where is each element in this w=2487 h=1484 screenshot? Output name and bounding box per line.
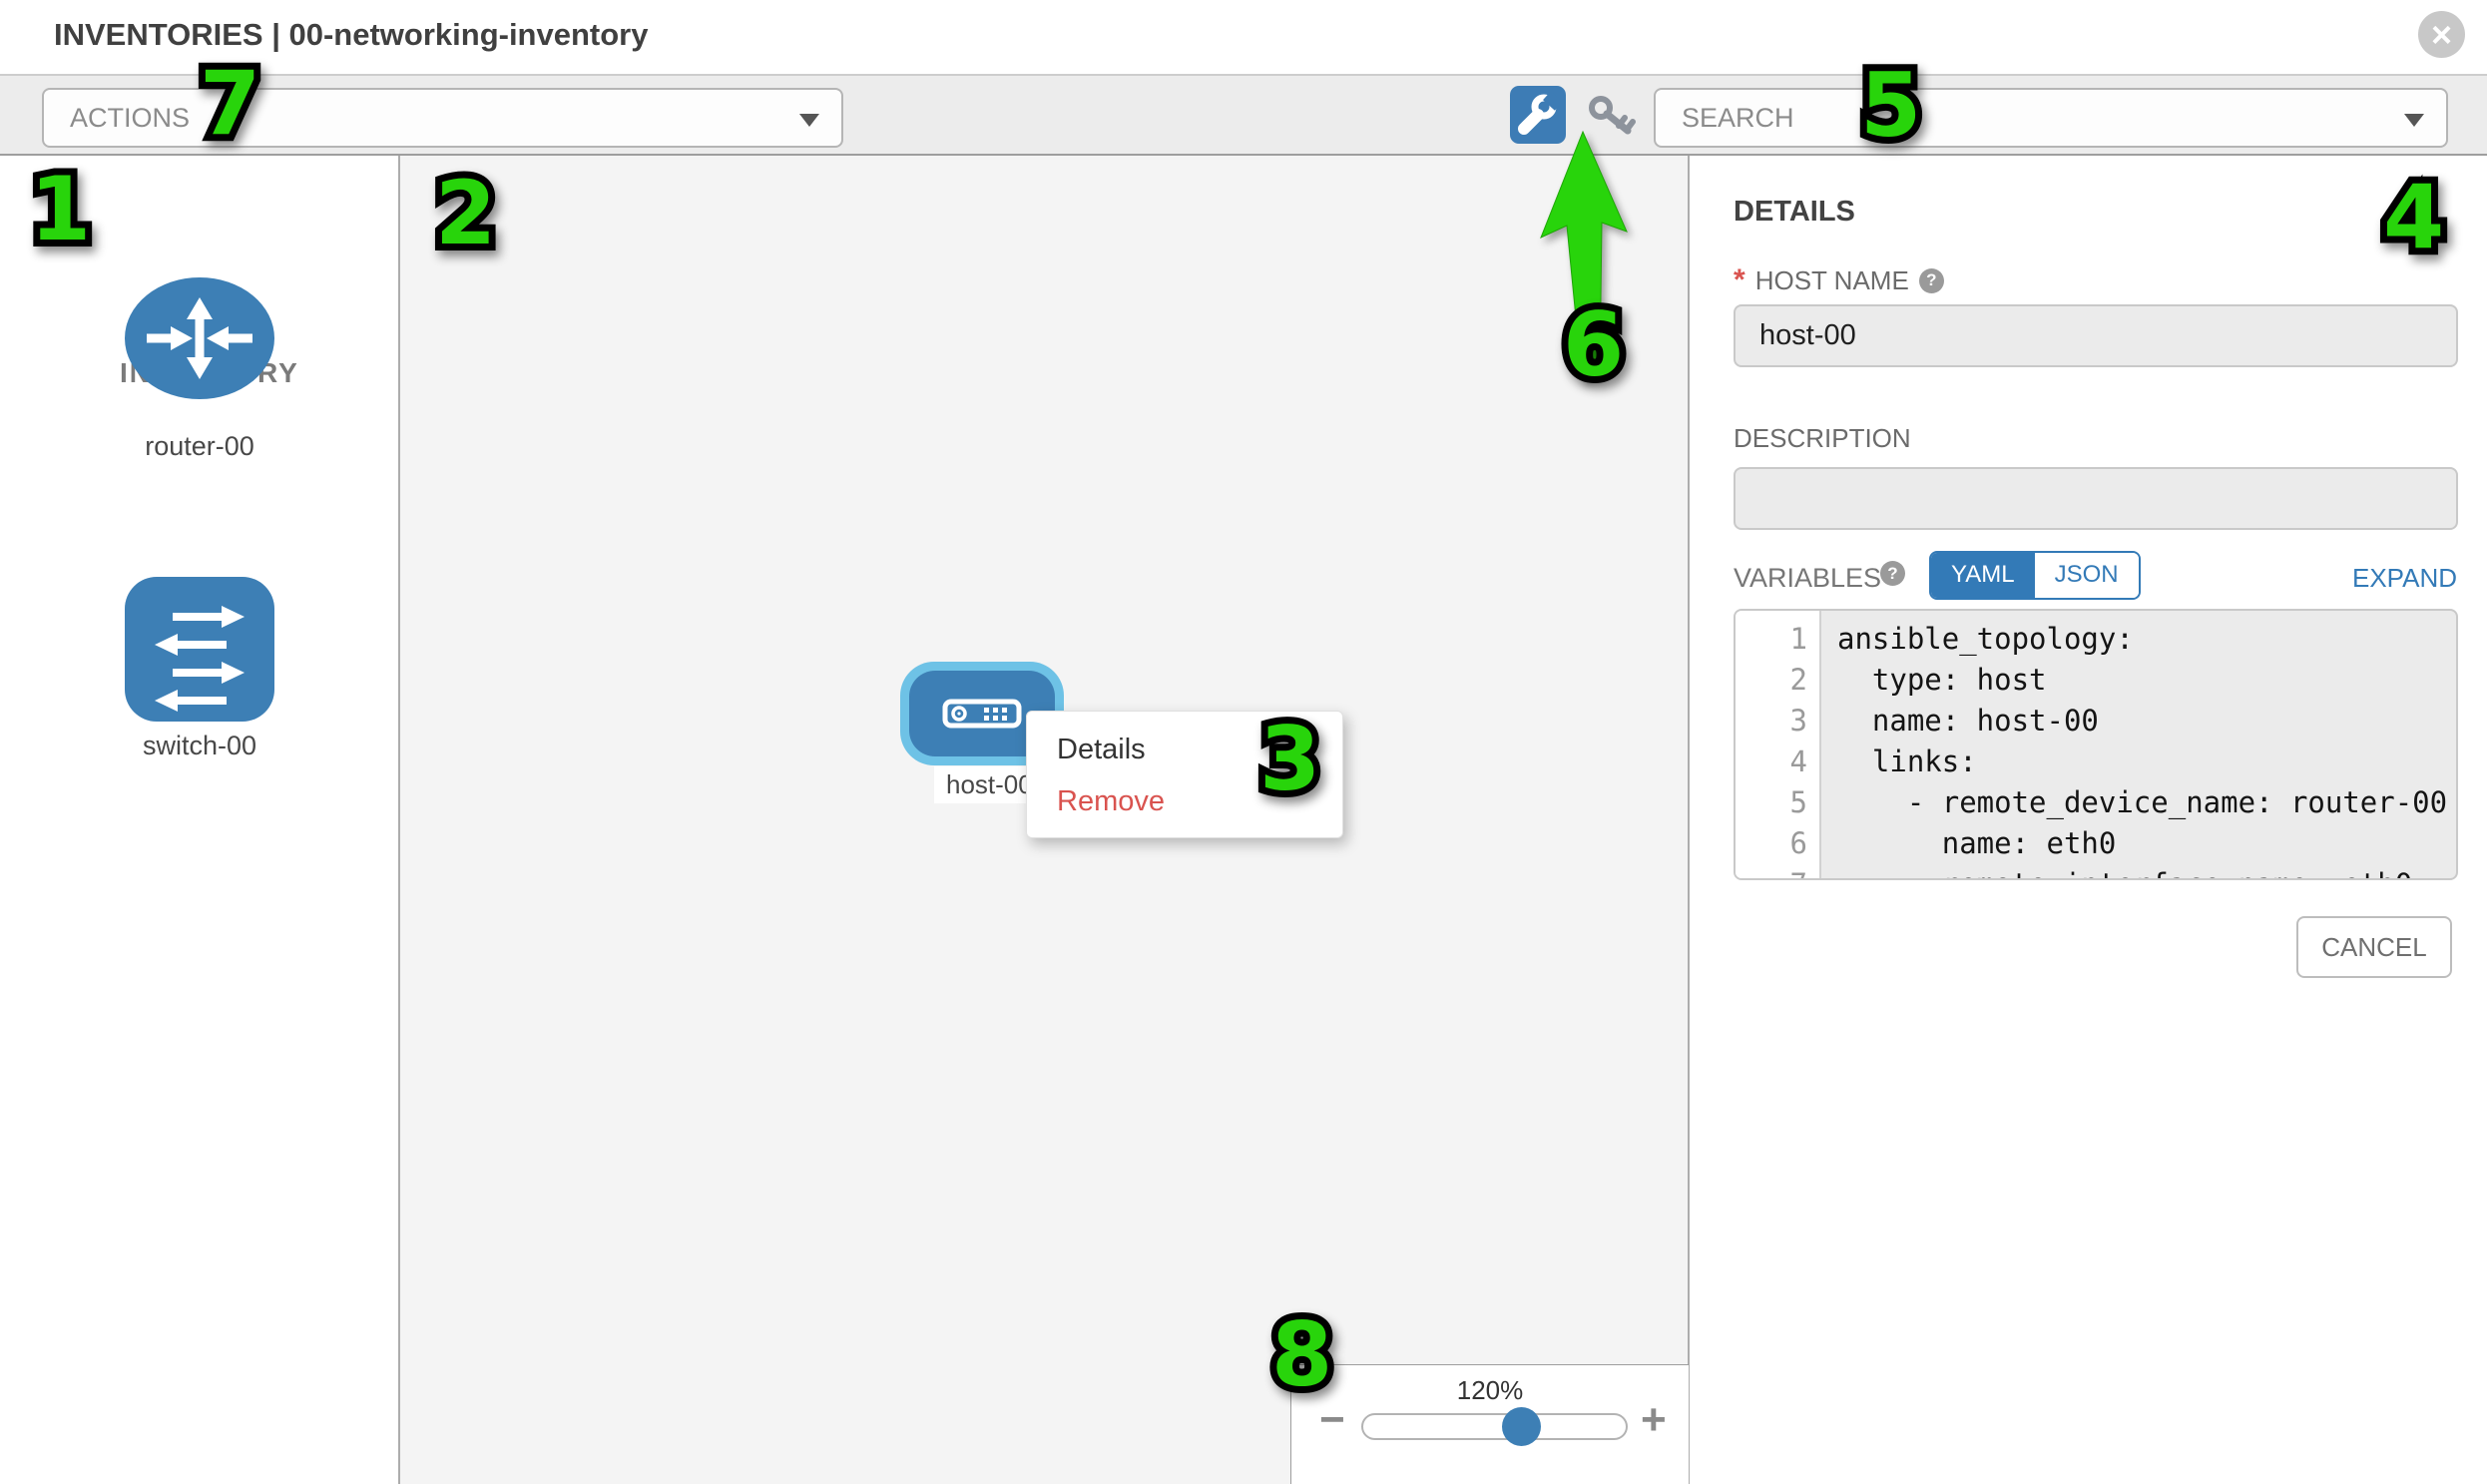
palette-item-switch[interactable]: [125, 577, 274, 727]
annotation-6: 6 6: [1556, 293, 1631, 396]
json-toggle-button[interactable]: JSON: [2034, 553, 2139, 598]
cancel-button[interactable]: CANCEL: [2296, 916, 2452, 978]
chevron-down-icon: [2404, 114, 2424, 127]
page-header: INVENTORIES | 00-networking-inventory ×: [0, 0, 2487, 74]
zoom-level: 120%: [1456, 1375, 1524, 1405]
host-name-value: host-00: [1759, 319, 1856, 351]
line-number: 1: [1789, 622, 1807, 656]
yaml-toggle-button[interactable]: YAML: [1931, 553, 2035, 598]
search-dropdown[interactable]: SEARCH: [1654, 88, 2448, 148]
zoom-in-button[interactable]: +: [1641, 1395, 1667, 1444]
code-text: links:: [1837, 744, 1977, 778]
line-number: 2: [1789, 663, 1807, 697]
zoom-slider-track[interactable]: [1361, 1413, 1628, 1440]
host-icon: [942, 699, 1022, 729]
context-menu: Details Remove: [1026, 711, 1343, 838]
description-label-row: DESCRIPTION: [1734, 423, 1911, 454]
annotation-arrow-up: [1540, 130, 1628, 380]
format-toggle: YAML JSON: [1929, 551, 2141, 600]
wrench-icon: [1518, 93, 1559, 135]
line-number: 3: [1789, 704, 1807, 738]
line-number: 6: [1789, 826, 1807, 860]
palette-item-switch-label: switch-00: [142, 731, 257, 760]
code-line: 7 remote_interface_name: eth0: [1736, 864, 2456, 878]
annotation-8: 8 8: [1264, 1303, 1339, 1406]
annotation-1: 1 1: [23, 158, 98, 260]
search-placeholder: SEARCH: [1682, 102, 1794, 133]
help-icon[interactable]: ?: [1880, 561, 1905, 586]
code-line: 1 ansible_topology:: [1736, 619, 2456, 660]
code-text: type: host: [1837, 663, 2047, 697]
chevron-down-icon: [799, 114, 819, 127]
variables-editor[interactable]: 1 ansible_topology: 2 type: host 3 name:…: [1734, 609, 2458, 880]
palette-item-router[interactable]: [125, 277, 274, 404]
code-line: 4 links:: [1736, 742, 2456, 782]
required-asterisk: *: [1734, 263, 1745, 296]
description-label: DESCRIPTION: [1734, 423, 1911, 453]
code-text: name: host-00: [1837, 704, 2099, 738]
host-name-input[interactable]: host-00: [1734, 304, 2458, 367]
host-name-label-row: * HOST NAME ?: [1734, 263, 1944, 297]
description-input[interactable]: [1734, 467, 2458, 530]
annotation-2: 2 2: [428, 162, 503, 264]
close-button[interactable]: ×: [2418, 11, 2465, 58]
menu-item-details[interactable]: Details: [1057, 734, 1146, 765]
zoom-out-button[interactable]: −: [1319, 1395, 1345, 1444]
host-name-label: HOST NAME: [1754, 264, 1909, 295]
code-text: ansible_topology:: [1837, 622, 2134, 656]
help-icon[interactable]: ?: [1918, 267, 1944, 293]
line-number: 5: [1789, 785, 1807, 819]
code-line: 3 name: host-00: [1736, 701, 2456, 742]
code-line: 5 - remote_device_name: router-00: [1736, 782, 2456, 823]
expand-link[interactable]: EXPAND: [2352, 563, 2457, 593]
key-credentials-button[interactable]: [1585, 94, 1639, 140]
line-number: 4: [1789, 744, 1807, 778]
switch-icon: [125, 577, 274, 722]
configure-topology-button[interactable]: [1510, 86, 1566, 144]
code-line: 6 name: eth0: [1736, 823, 2456, 864]
zoom-panel: 120% − +: [1290, 1364, 1689, 1484]
editor-gutter: [1736, 611, 1821, 878]
actions-dropdown[interactable]: ACTIONS: [42, 88, 843, 148]
palette-item-router-label: router-00: [145, 431, 254, 461]
key-icon: [1589, 96, 1636, 135]
menu-item-remove[interactable]: Remove: [1057, 785, 1165, 817]
zoom-slider-thumb[interactable]: [1502, 1407, 1541, 1446]
annotation-7: 7 7: [193, 52, 267, 155]
close-icon: ×: [2430, 13, 2453, 55]
code-text: remote_interface_name: eth0: [1821, 864, 2412, 878]
variables-label: VARIABLES: [1734, 563, 1882, 593]
code-text: name: eth0: [1837, 826, 2117, 860]
annotation-5: 5 5: [1853, 54, 1928, 157]
router-icon: [125, 277, 274, 399]
page-title: INVENTORIES | 00-networking-inventory: [54, 17, 649, 52]
code-text: - remote_device_name: router-00: [1837, 785, 2448, 819]
actions-dropdown-label: ACTIONS: [70, 102, 191, 133]
details-heading: DETAILS: [1734, 196, 1855, 228]
annotation-4: 4 4: [2376, 166, 2451, 268]
line-number: 7: [1736, 864, 1821, 878]
annotation-3: 3 3: [1252, 708, 1327, 810]
code-line: 2 type: host: [1736, 660, 2456, 701]
